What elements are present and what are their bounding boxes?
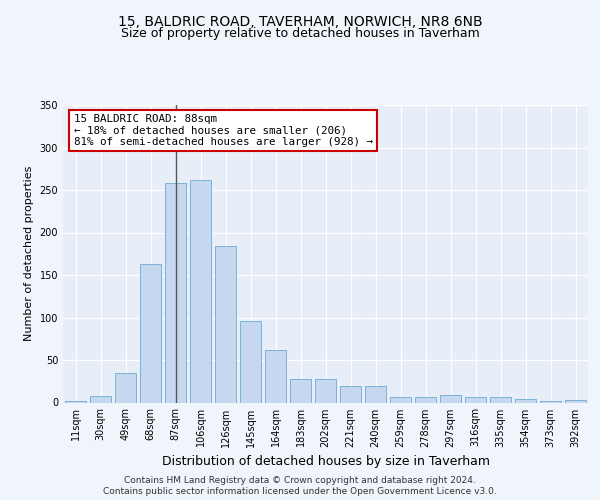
Text: Contains public sector information licensed under the Open Government Licence v3: Contains public sector information licen… (103, 487, 497, 496)
Bar (190, 180, 211, 402)
Text: Size of property relative to detached houses in Taverham: Size of property relative to detached ho… (121, 28, 479, 40)
Bar (340, 386, 361, 402)
Bar (215, 246, 236, 402)
Bar (465, 398, 486, 402)
Bar (390, 398, 411, 402)
Text: Contains HM Land Registry data © Crown copyright and database right 2024.: Contains HM Land Registry data © Crown c… (124, 476, 476, 485)
Bar (65, 401, 86, 402)
Bar (165, 183, 186, 402)
Bar (440, 395, 461, 402)
Bar (90, 396, 111, 402)
X-axis label: Distribution of detached houses by size in Taverham: Distribution of detached houses by size … (161, 455, 490, 468)
Bar (490, 398, 511, 402)
Bar (565, 400, 586, 402)
Bar (240, 321, 261, 402)
Bar (415, 398, 436, 402)
Bar (290, 378, 311, 402)
Bar (140, 264, 161, 402)
Bar (365, 386, 386, 402)
Bar (540, 401, 561, 402)
Bar (265, 350, 286, 403)
Text: 15, BALDRIC ROAD, TAVERHAM, NORWICH, NR8 6NB: 15, BALDRIC ROAD, TAVERHAM, NORWICH, NR8… (118, 15, 482, 29)
Bar (315, 378, 336, 402)
Text: 15 BALDRIC ROAD: 88sqm
← 18% of detached houses are smaller (206)
81% of semi-de: 15 BALDRIC ROAD: 88sqm ← 18% of detached… (74, 114, 373, 147)
Y-axis label: Number of detached properties: Number of detached properties (24, 166, 34, 342)
Bar (515, 399, 536, 402)
Bar (115, 373, 136, 402)
